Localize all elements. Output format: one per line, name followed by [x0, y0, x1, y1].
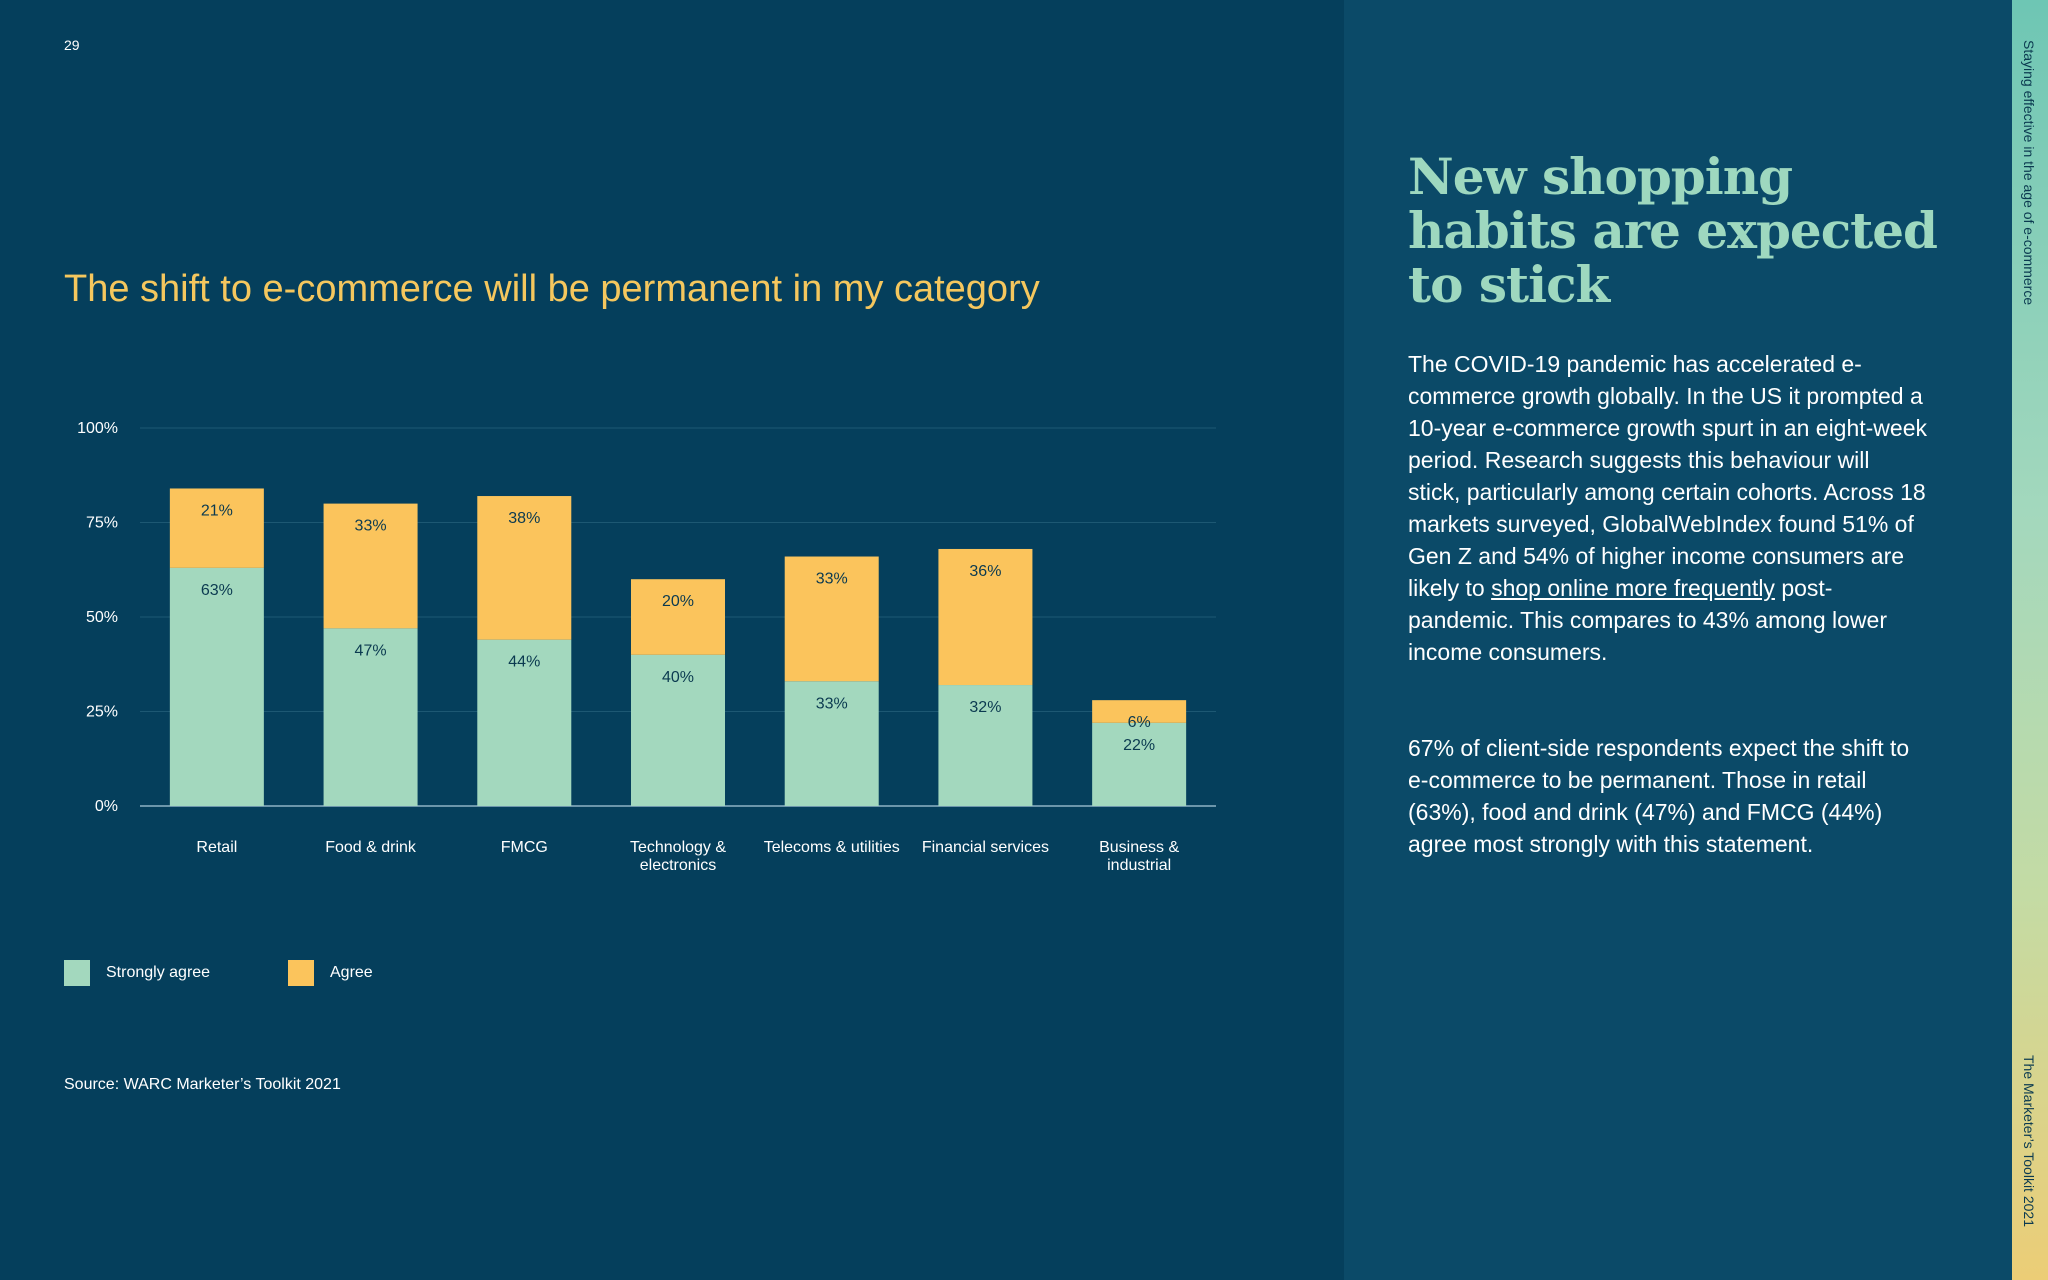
x-tick-label-6-1: industrial — [1107, 857, 1171, 874]
data-label-strongly-agree-3: 40% — [662, 669, 694, 686]
bar-agree-6 — [1092, 700, 1187, 723]
bar-agree-5 — [938, 548, 1033, 686]
data-label-agree-4: 33% — [816, 571, 848, 588]
text-panel — [1344, 0, 2012, 1280]
paragraph-1-start: The COVID-19 pandemic has accelerated e-… — [1408, 351, 1928, 601]
body-paragraph-1: The COVID-19 pandemic has accelerated e-… — [1408, 348, 1928, 668]
page-number: 29 — [64, 37, 80, 53]
legend-swatch-strongly-agree — [64, 960, 90, 986]
legend-agree: Agree — [288, 960, 373, 986]
shop-online-link[interactable]: shop online more frequently — [1491, 575, 1775, 601]
x-tick-label-5-0: Financial services — [922, 839, 1049, 856]
legend-label-agree: Agree — [330, 964, 373, 981]
bar-agree-2 — [477, 496, 572, 640]
data-label-agree-6: 6% — [1128, 714, 1151, 731]
bar-strongly-agree-6 — [1092, 722, 1187, 806]
data-label-strongly-agree-5: 32% — [969, 699, 1001, 716]
bar-strongly-agree-5 — [938, 685, 1033, 806]
data-label-agree-1: 33% — [355, 518, 387, 535]
bar-strongly-agree-1 — [323, 628, 418, 806]
legend-strongly-agree: Strongly agree — [64, 960, 210, 986]
side-label-top: Staying effective in the age of e-commer… — [2021, 40, 2037, 306]
side-label-bottom: The Marketer’s Toolkit 2021 — [2021, 1055, 2037, 1227]
data-label-agree-3: 20% — [662, 593, 694, 610]
bar-agree-0 — [169, 488, 264, 568]
bar-agree-4 — [784, 556, 879, 682]
y-tick-label-50: 50% — [86, 609, 118, 626]
bar-strongly-agree-4 — [784, 681, 879, 806]
data-label-strongly-agree-1: 47% — [355, 642, 387, 659]
x-tick-label-2-0: FMCG — [501, 839, 548, 856]
x-tick-label-6-0: Business & — [1099, 839, 1179, 856]
data-label-strongly-agree-0: 63% — [201, 582, 233, 599]
side-strip — [2012, 0, 2048, 1280]
y-tick-label-0: 0% — [95, 798, 118, 815]
x-tick-label-3-0: Technology & — [630, 839, 726, 856]
data-label-strongly-agree-4: 33% — [816, 695, 848, 712]
section-heading: New shopping habits are expected to stic… — [1408, 147, 1938, 314]
bar-strongly-agree-3 — [631, 654, 725, 806]
data-label-agree-2: 38% — [508, 510, 540, 527]
stacked-bar-chart: 0% 25% 50% 75% 100% 63% 21% Retail 47% 33% Food & … — [77, 420, 1216, 874]
data-label-strongly-agree-6: 22% — [1123, 737, 1155, 754]
x-tick-label-4-0: Telecoms & utilities — [764, 839, 900, 856]
legend-label-strongly-agree: Strongly agree — [106, 964, 211, 981]
x-tick-label-3-1: electronics — [640, 857, 716, 874]
body-paragraph-2: 67% of client-side respondents expect th… — [1408, 735, 1910, 857]
y-tick-label-25: 25% — [86, 704, 118, 721]
paragraph-1-end: post-pandemic. This compares to 43% amon… — [1408, 575, 1887, 665]
bar-agree-3 — [631, 579, 725, 655]
y-tick-label-75: 75% — [86, 515, 118, 532]
source-note: Source: WARC Marketer’s Toolkit 2021 — [64, 1076, 341, 1093]
y-tick-label-100: 100% — [77, 420, 118, 437]
chart-title: The shift to e-commerce will be permanen… — [64, 268, 1040, 310]
data-label-strongly-agree-2: 44% — [508, 654, 540, 671]
bar-agree-1 — [323, 503, 418, 629]
bar-strongly-agree-0 — [169, 567, 264, 806]
x-tick-label-0-0: Retail — [196, 839, 237, 856]
bar-strongly-agree-2 — [477, 639, 572, 806]
data-label-agree-5: 36% — [969, 563, 1001, 580]
x-tick-label-1-0: Food & drink — [325, 839, 417, 856]
data-label-agree-0: 21% — [201, 502, 233, 519]
legend-swatch-agree — [288, 960, 314, 986]
